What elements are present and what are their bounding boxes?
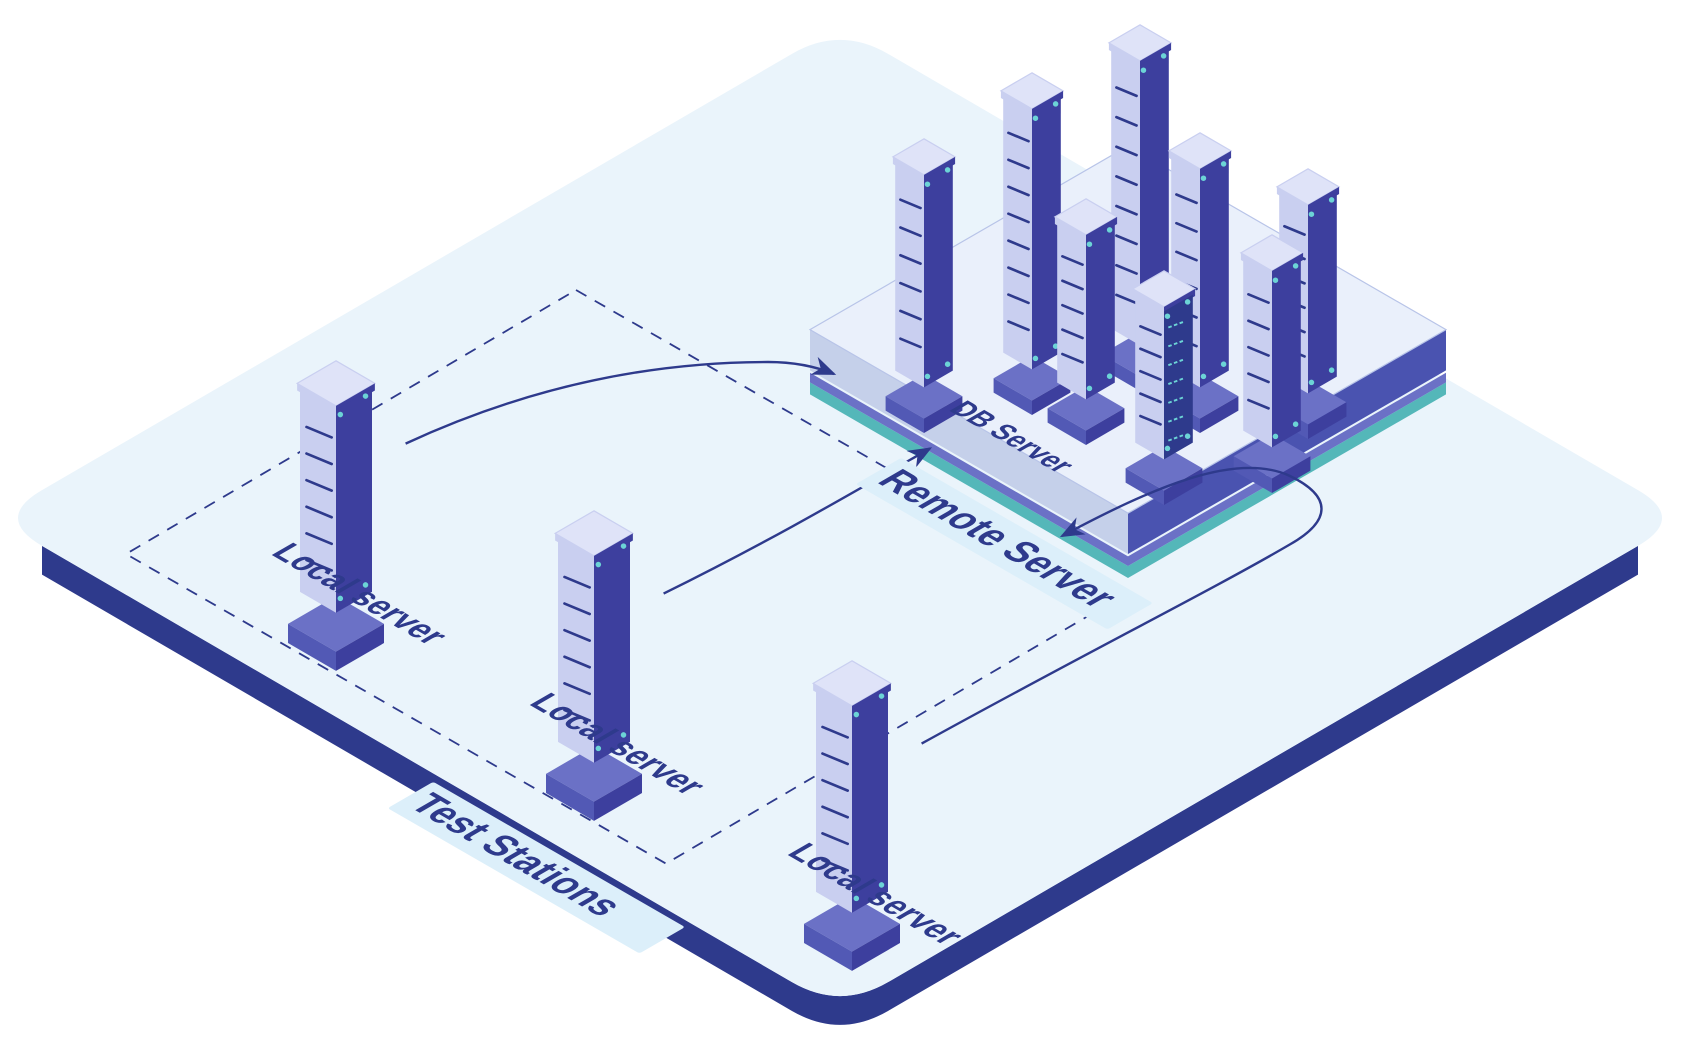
db-server-tower — [1126, 271, 1203, 505]
db-server-tower — [1048, 199, 1125, 445]
db-server-tower — [1234, 235, 1311, 493]
local-server-tower — [546, 511, 642, 821]
local-server-tower — [288, 361, 384, 671]
diagram-root: Local serverLocal serverLocal serverTest… — [0, 0, 1692, 1060]
local-server-tower — [804, 661, 900, 971]
